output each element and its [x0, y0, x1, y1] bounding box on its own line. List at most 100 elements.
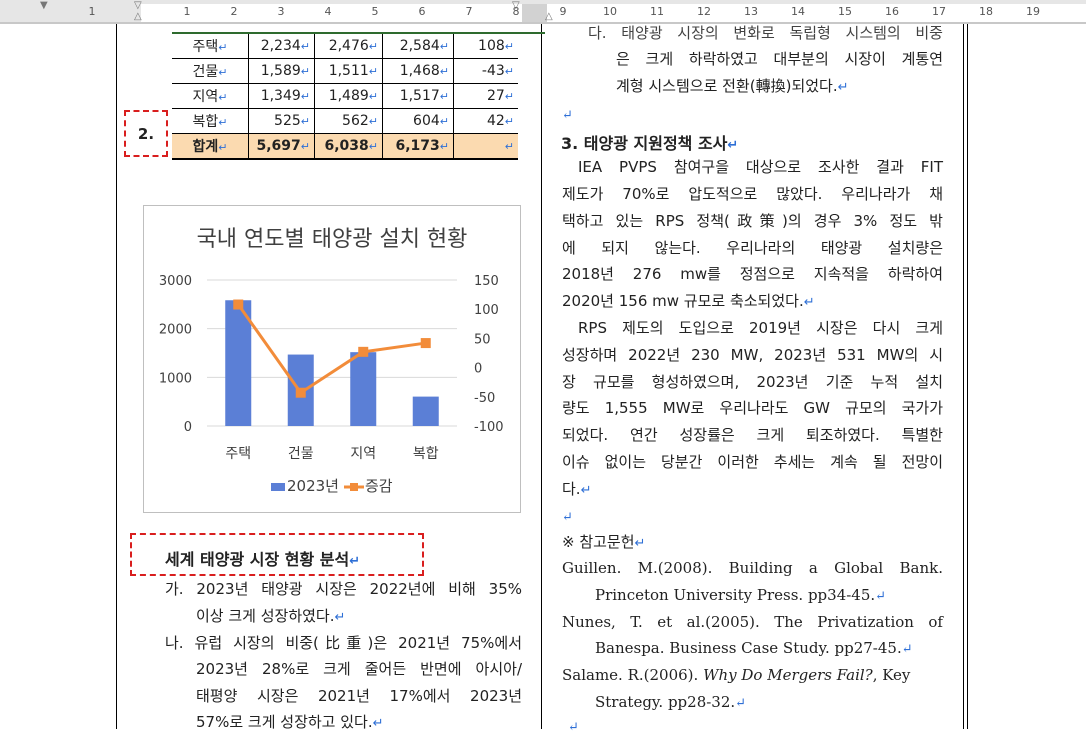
ruler[interactable]: 1 1 2 3 4 5 6 7 8 9 10 11 12 13 14 15 16… [0, 0, 1086, 24]
body-line: 택하고 있는 RPS 정책(政策)의 경우 3% 정도 밖 [562, 212, 943, 230]
chart-line-marker [295, 387, 306, 398]
table-row: 주택↵ 2,234↵ 2,476↵ 2,584↵ 108↵ [172, 34, 518, 59]
heading-highlight-box [130, 533, 424, 576]
list-item-line: 2023년 28%로 크게 줄어든 반면에 아시아/ [196, 660, 522, 678]
paragraph-mark-icon: ↵ [562, 108, 573, 123]
page-right-border [963, 24, 964, 729]
legend-line-marker [350, 483, 358, 491]
table-cell[interactable]: 1,511↵ [314, 58, 383, 84]
y-left-tick-label: 1000 [159, 371, 192, 386]
table-cell[interactable]: 2,476↵ [314, 34, 383, 59]
right-indent-icon[interactable]: △ [545, 11, 553, 22]
y-right-tick-label: 150 [474, 274, 499, 289]
table-cell[interactable]: 1,349↵ [248, 83, 315, 109]
y-left-tick-label: 0 [184, 420, 192, 435]
body-line: 이슈 없이는 당분간 이러한 추세는 계속 될 전망이 [562, 453, 943, 471]
column-divider [541, 24, 542, 729]
ruler-bottom-line [0, 22, 1086, 24]
legend-label: 2023년 [287, 477, 339, 495]
ruler-margin-area-right [547, 4, 1086, 22]
ruler-number: 3 [277, 5, 285, 18]
chart-line-marker [420, 338, 431, 349]
body-line: 다.↵ [562, 480, 592, 498]
table-cell[interactable]: ↵ [453, 133, 518, 160]
chart-line-marker [233, 299, 244, 310]
list-item-line: 가. 2023년 태양광 시장은 2022년에 비해 35% [165, 580, 522, 598]
body-line: 제도가 70%로 압도적으로 많았다. 우리나라가 채 [562, 185, 943, 203]
list-item-line: 은 크게 하락하였고 대부분의 시장이 계통연 [616, 50, 943, 68]
table-cell[interactable]: -43↵ [453, 58, 518, 84]
section-heading[interactable]: 3. 태양광 지원정책 조사↵ [561, 134, 739, 153]
table-total-row: 합계↵ 5,697↵ 6,038↵ 6,173↵ ↵ [172, 133, 518, 160]
table-cell[interactable]: 5,697↵ [248, 133, 315, 160]
chart-bar [225, 300, 252, 426]
reference-line: Strategy. pp28-32.↵ [595, 693, 747, 711]
table-cell[interactable]: 27↵ [453, 83, 518, 109]
ruler-number: 18 [979, 5, 993, 18]
table-cell[interactable]: 108↵ [453, 34, 518, 59]
left-indent-icon[interactable]: △ [134, 11, 142, 22]
page-left-border [116, 24, 117, 729]
table-row: 복합↵ 525↵ 562↵ 604↵ 42↵ [172, 108, 518, 134]
table-cell[interactable]: 1,489↵ [314, 83, 383, 109]
table-cell[interactable]: 1,589↵ [248, 58, 315, 84]
ruler-number: 2 [230, 5, 238, 18]
table-cell[interactable]: 합계↵ [172, 133, 249, 160]
body-line: 장 규모를 형성하였으며, 2023년 기준 누적 설치 [562, 373, 943, 391]
paragraph-mark-icon: ↵ [562, 510, 573, 525]
section-heading[interactable]: 세계 태양광 시장 현황 분석↵ [165, 550, 361, 569]
table-cell[interactable]: 주택↵ [172, 34, 249, 59]
references-title: ※ 참고문헌↵ [562, 533, 646, 551]
y-left-tick-label: 2000 [159, 323, 192, 338]
chart-bar [412, 396, 439, 426]
table-cell[interactable]: 2,584↵ [382, 34, 454, 59]
body-line: 량도 1,555 MW로 우리나라도 GW 규모의 국가가 [562, 399, 943, 417]
ruler-number: 7 [465, 5, 473, 18]
y-right-tick-label: 100 [474, 303, 499, 318]
table-cell[interactable]: 525↵ [248, 108, 315, 134]
table-cell[interactable]: 6,038↵ [314, 133, 383, 160]
table-row: 건물↵ 1,589↵ 1,511↵ 1,468↵ -43↵ [172, 58, 518, 84]
table-cell[interactable]: 복합↵ [172, 108, 249, 134]
table-cell[interactable]: 6,173↵ [382, 133, 454, 160]
ruler-number: 14 [791, 5, 805, 18]
column-indent-icon[interactable]: ▽ [512, 0, 520, 11]
list-item-line: 태평양 시장은 2021년 17%에서 2023년 [196, 687, 522, 705]
table-cell[interactable]: 2,234↵ [248, 34, 315, 59]
table-top-border [172, 32, 545, 34]
y-left-tick-label: 3000 [159, 274, 192, 289]
ruler-number: 1 [183, 5, 191, 18]
data-table: 주택↵ 2,234↵ 2,476↵ 2,584↵ 108↵ 건물↵ 1,589↵… [172, 34, 518, 160]
table-cell[interactable]: 604↵ [382, 108, 454, 134]
ruler-handle-icon[interactable]: ▼ [40, 0, 48, 11]
chart-bar [350, 352, 377, 426]
chart-svg: 국내 연도별 태양광 설치 현황 3000 2000 1000 0 150 100 50 0 -5… [159, 227, 504, 495]
list-item-line: 이상 크게 성장하였다.↵ [196, 607, 346, 625]
chart-box[interactable]: 국내 연도별 태양광 설치 현황 3000 2000 1000 0 150 100 50 0 -5… [143, 205, 521, 513]
table-cell[interactable]: 1,468↵ [382, 58, 454, 84]
ruler-number: 1 [88, 5, 96, 18]
table-cell[interactable]: 562↵ [314, 108, 383, 134]
table-cell[interactable]: 1,517↵ [382, 83, 454, 109]
annotation-label-box: 2. [124, 110, 168, 157]
table-cell[interactable]: 건물↵ [172, 58, 249, 84]
body-line: 2020년 156 mw 규모로 축소되었다.↵ [562, 292, 815, 310]
x-tick-label: 건물 [288, 446, 314, 462]
body-line: 되었다. 연간 성장률은 크게 퇴조하였다. 특별한 [562, 426, 943, 444]
ruler-number: 9 [559, 5, 567, 18]
legend-bar-swatch [271, 483, 285, 491]
ruler-number: 19 [1026, 5, 1040, 18]
first-line-indent-icon[interactable]: ▽ [134, 0, 142, 11]
list-item-line: 계형 시스템으로 전환(轉換)되었다.↵ [616, 77, 849, 95]
body-line: RPS 제도의 도입으로 2019년 시장은 다시 크게 [578, 319, 943, 337]
table-cell[interactable]: 지역↵ [172, 83, 249, 109]
y-right-tick-label: 0 [474, 362, 482, 377]
y-right-tick-label: -50 [474, 391, 495, 406]
ruler-number: 6 [418, 5, 426, 18]
table-cell[interactable]: 42↵ [453, 108, 518, 134]
chart-title: 국내 연도별 태양광 설치 현황 [197, 227, 468, 252]
reference-line: Guillen. M.(2008). Building a Global Ban… [562, 559, 943, 577]
ruler-number: 5 [371, 5, 379, 18]
paragraph-mark-icon: ↵ [568, 720, 579, 735]
list-item-line: 나. 유럽 시장의 비중(比重)은 2021년 75%에서 [165, 634, 522, 652]
